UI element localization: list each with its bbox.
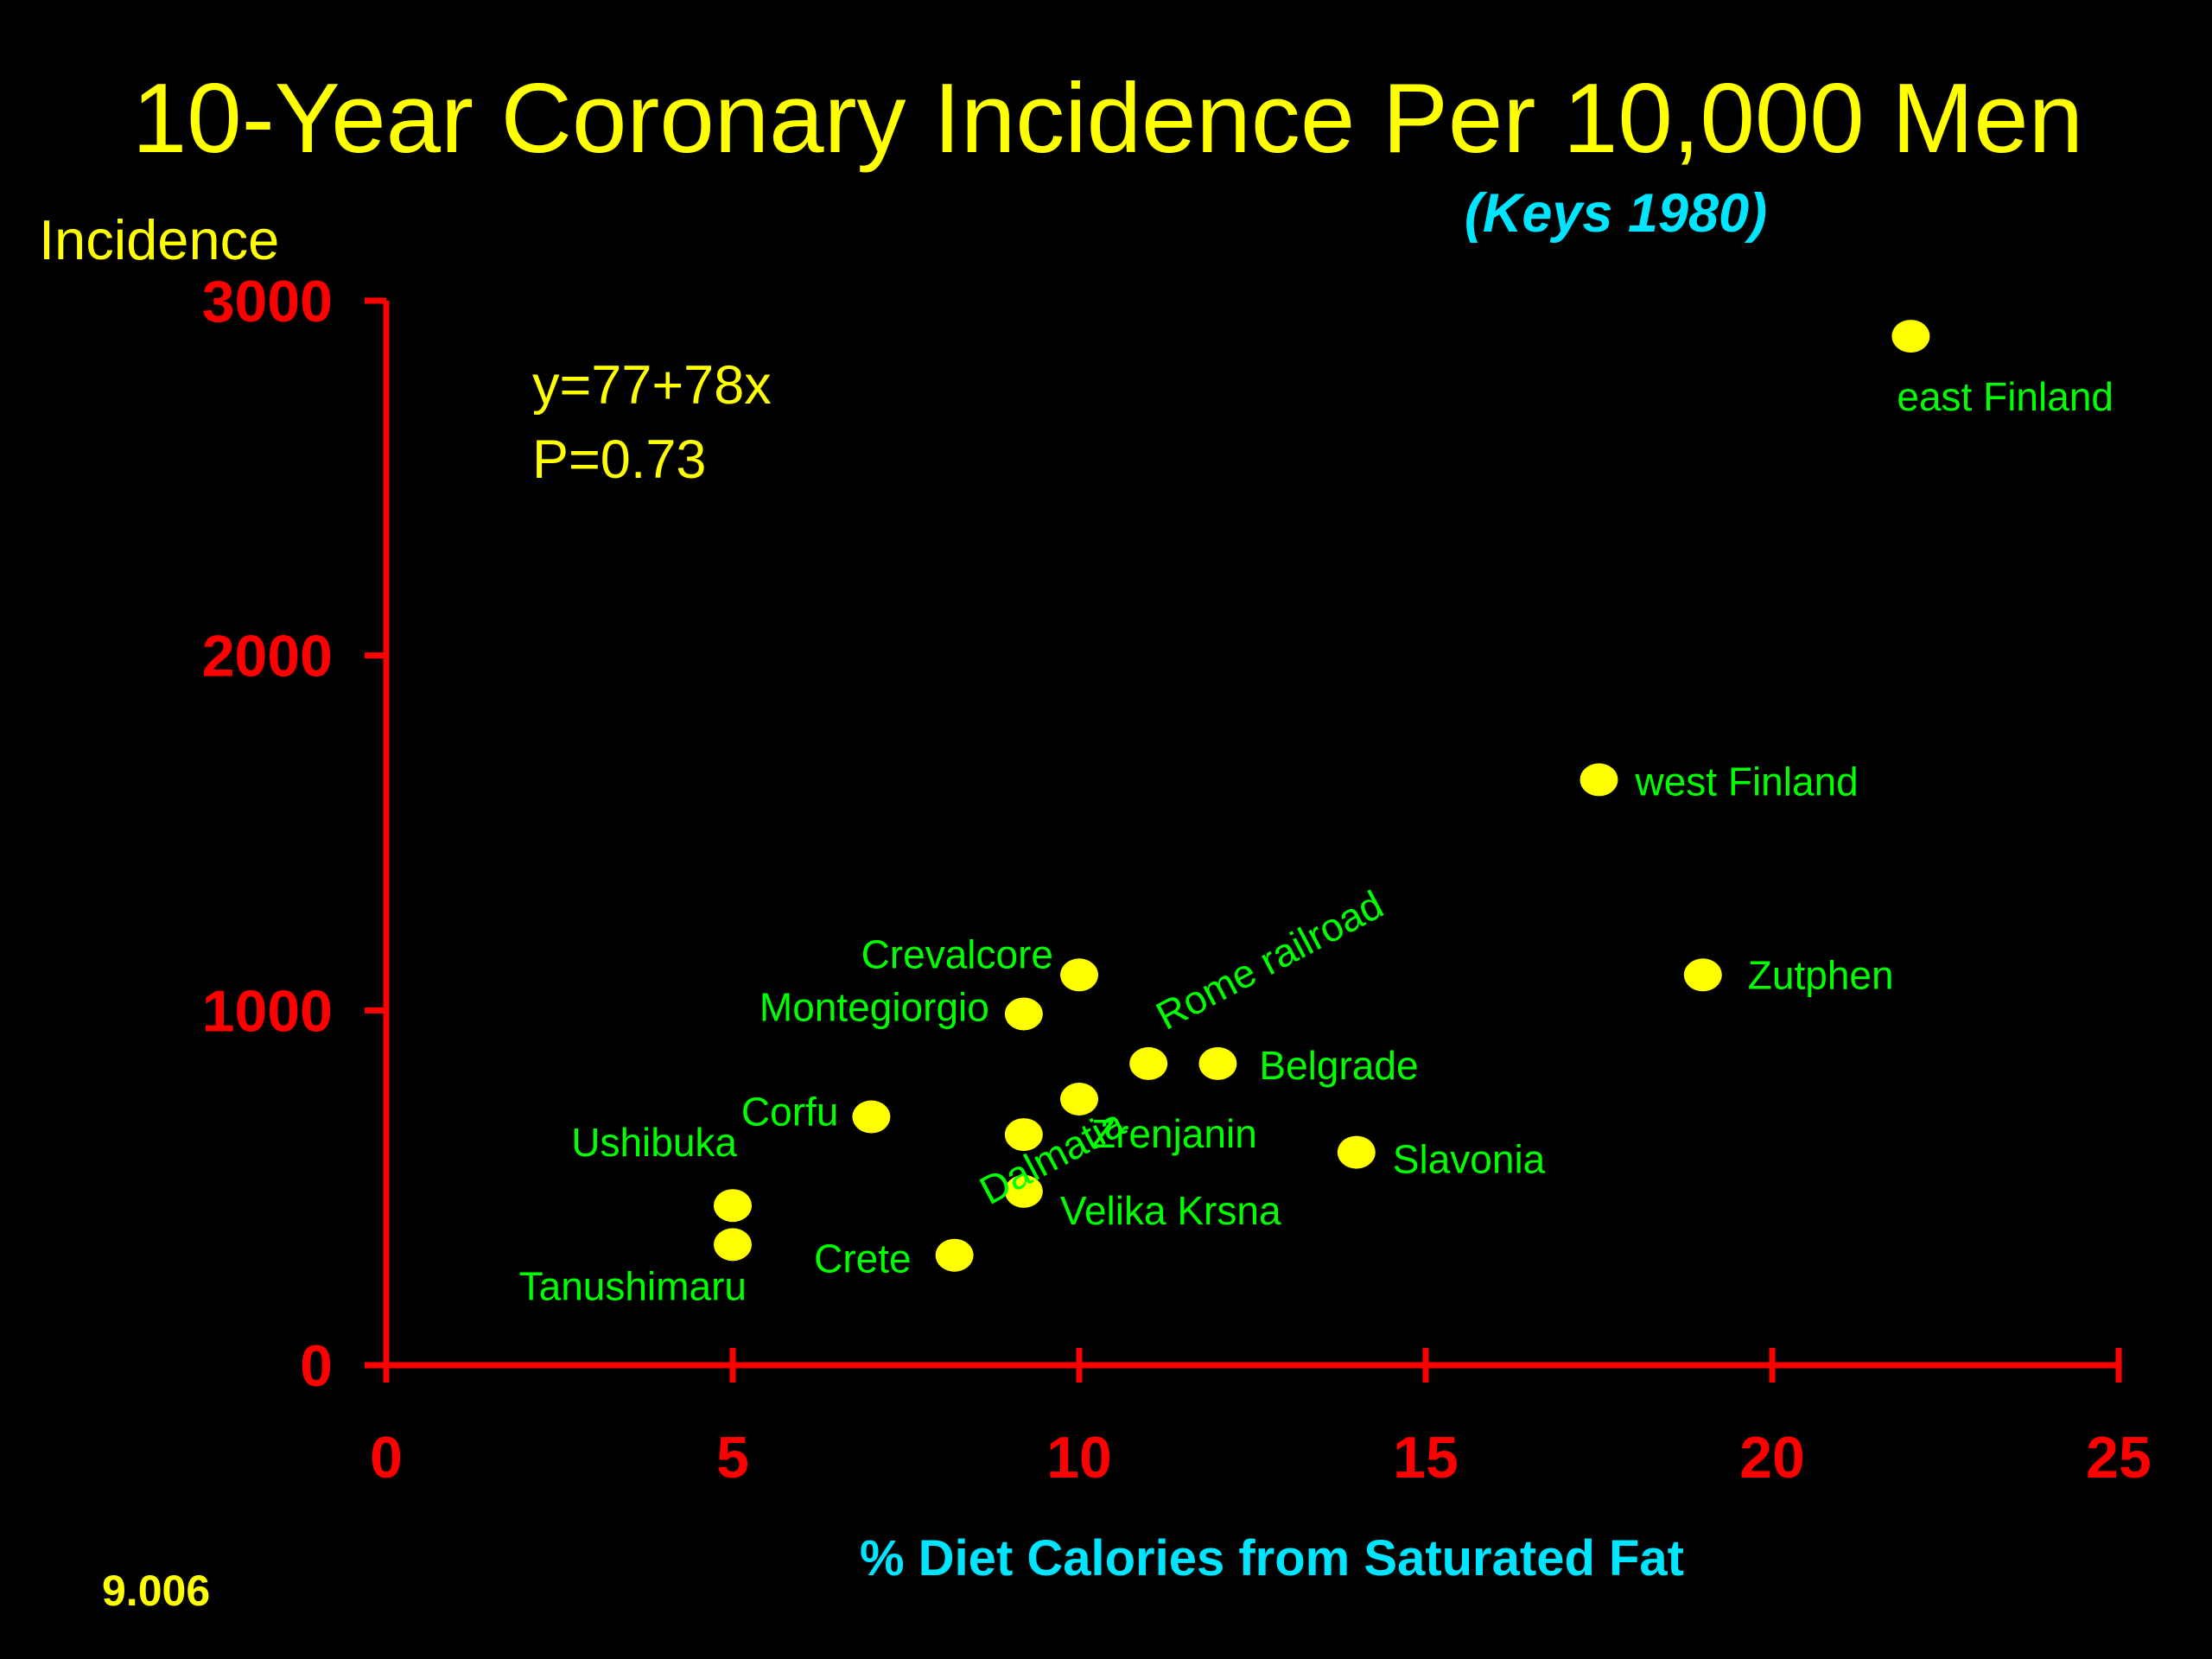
- axes: [383, 301, 2119, 1369]
- y-tick-label: 3000: [202, 269, 333, 334]
- point-label: Zutphen: [1748, 952, 1894, 997]
- point-label: Slavonia: [1393, 1137, 1546, 1182]
- data-point: [714, 1228, 752, 1262]
- data-point: [852, 1100, 891, 1134]
- data-point: [714, 1189, 752, 1223]
- data-point: [1004, 1118, 1043, 1152]
- data-point: [1683, 958, 1722, 992]
- p-value: P=0.73: [532, 429, 706, 490]
- x-tick-label: 0: [370, 1425, 403, 1491]
- data-point: [1004, 1174, 1043, 1208]
- x-tick-label: 25: [2086, 1425, 2152, 1491]
- point-label: Ushibuka: [571, 1120, 737, 1165]
- ticks: 0 5 10 15 20 25 0 1000 2000 3000: [202, 269, 2152, 1491]
- point-label: east Finland: [1897, 374, 2113, 419]
- chart-subtitle: (Keys 1980): [1465, 183, 1767, 244]
- point-labels: east Finland west Finland Zutphen Crevalcor…: [519, 374, 2113, 1308]
- x-tick-label: 20: [1739, 1425, 1805, 1491]
- data-point: [1198, 1046, 1237, 1080]
- x-tick-label: 15: [1393, 1425, 1459, 1491]
- data-points: [714, 320, 1930, 1272]
- data-point: [1129, 1046, 1168, 1080]
- point-label: Belgrade: [1259, 1043, 1418, 1088]
- point-label: Crevalcore: [861, 931, 1053, 976]
- data-point: [1060, 1083, 1098, 1116]
- y-axis-label: Incidence: [39, 208, 279, 271]
- point-label: Zrenjanin: [1091, 1111, 1257, 1156]
- point-label: Rome railroad: [1148, 881, 1390, 1039]
- data-point: [1337, 1135, 1376, 1169]
- regression-equation: y=77+78x: [532, 355, 772, 416]
- data-point: [935, 1238, 974, 1272]
- y-tick-label: 2000: [202, 624, 333, 690]
- data-point: [1060, 958, 1098, 992]
- chart-title: 10-Year Coronary Incidence Per 10,000 Me…: [132, 64, 2083, 174]
- data-point: [1891, 320, 1930, 353]
- x-axis-label: % Diet Calories from Saturated Fat: [860, 1530, 1684, 1586]
- slide-number: 9.006: [102, 1567, 210, 1615]
- point-label: Velika Krsna: [1060, 1188, 1281, 1233]
- data-point: [1004, 997, 1043, 1031]
- x-tick-label: 10: [1046, 1425, 1112, 1491]
- point-label: Tanushimaru: [519, 1263, 747, 1308]
- point-label: west Finland: [1635, 759, 1859, 804]
- data-point: [1580, 763, 1618, 797]
- y-tick-label: 0: [300, 1333, 333, 1399]
- point-label: Montegiorgio: [760, 984, 989, 1029]
- x-tick-label: 5: [716, 1425, 749, 1491]
- y-tick-label: 1000: [202, 978, 333, 1044]
- point-label: Corfu: [741, 1090, 838, 1135]
- point-label: Crete: [814, 1236, 911, 1281]
